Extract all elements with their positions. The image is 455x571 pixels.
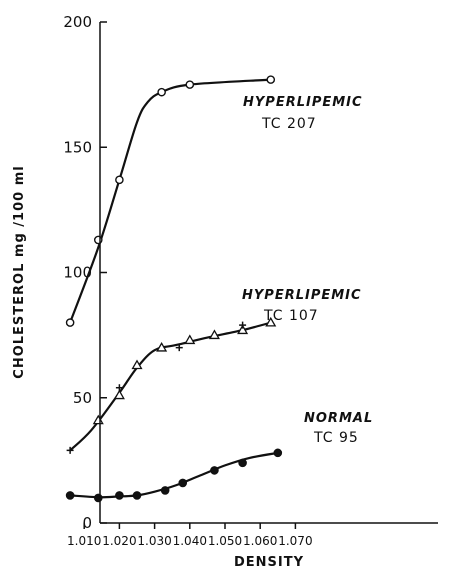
data-point-hyperlipemic-tc-207 xyxy=(115,175,124,185)
data-point-normal-tc-95 xyxy=(115,491,124,500)
data-point-normal-tc-95 xyxy=(65,491,75,500)
y-tick-label: 100 xyxy=(63,264,92,282)
plus-point-hyperlipemic-tc-107 xyxy=(66,446,74,454)
plus-point-hyperlipemic-tc-107 xyxy=(239,321,247,329)
data-point-hyperlipemic-tc-107 xyxy=(184,334,196,345)
plus-point-hyperlipemic-tc-107 xyxy=(115,384,123,392)
data-point-hyperlipemic-tc-207 xyxy=(266,75,276,84)
data-point-hyperlipemic-tc-107 xyxy=(265,316,277,327)
data-point-hyperlipemic-tc-107 xyxy=(113,389,125,400)
data-point-normal-tc-95 xyxy=(132,491,142,500)
x-tick-label: 1.060 xyxy=(243,534,277,548)
annotation-normal-line2: TC 95 xyxy=(313,430,359,446)
data-point-normal-tc-95 xyxy=(210,466,219,475)
x-tick-label: 1.050 xyxy=(208,534,242,548)
x-axis-title: DENSITY xyxy=(234,555,304,570)
y-tick-label: 50 xyxy=(73,389,92,407)
data-point-normal-tc-95 xyxy=(160,486,170,495)
data-point-hyperlipemic-tc-207 xyxy=(65,318,75,327)
x-tick-label: 1.030 xyxy=(137,534,171,548)
annotation-tc207-line1: HYPERLIPEMIC xyxy=(243,95,363,110)
series-line-normal-tc-95 xyxy=(70,451,278,499)
x-tick-label: 1.010 xyxy=(67,534,101,548)
data-point-normal-tc-95 xyxy=(178,478,188,488)
data-point-hyperlipemic-tc-107 xyxy=(208,329,220,340)
y-tick-label: 200 xyxy=(63,13,92,31)
annotation-tc207-line2: TC 207 xyxy=(261,116,317,132)
data-point-normal-tc-95 xyxy=(93,493,103,503)
plus-point-hyperlipemic-tc-107 xyxy=(175,344,183,352)
data-point-hyperlipemic-tc-107 xyxy=(156,341,168,352)
data-point-hyperlipemic-tc-207 xyxy=(185,80,195,89)
annotation-tc107-line2: TC 107 xyxy=(263,308,319,324)
annotation-normal-line1: NORMAL xyxy=(304,411,373,426)
data-point-hyperlipemic-tc-107 xyxy=(237,324,249,335)
x-tick-label: 1.070 xyxy=(278,534,312,548)
y-tick-label: 0 xyxy=(82,514,92,532)
data-point-hyperlipemic-tc-107 xyxy=(131,359,143,370)
y-tick-label: 150 xyxy=(63,138,92,156)
x-tick-label: 1.020 xyxy=(102,534,136,548)
y-axis-title: CHOLESTEROL mg /100 ml xyxy=(12,165,27,378)
data-point-hyperlipemic-tc-207 xyxy=(93,235,103,245)
x-tick-label: 1.040 xyxy=(173,534,207,548)
data-point-hyperlipemic-tc-207 xyxy=(157,87,166,97)
annotation-tc107-line1: HYPERLIPEMIC xyxy=(242,288,362,303)
data-point-normal-tc-95 xyxy=(273,448,283,458)
data-point-normal-tc-95 xyxy=(238,458,247,468)
